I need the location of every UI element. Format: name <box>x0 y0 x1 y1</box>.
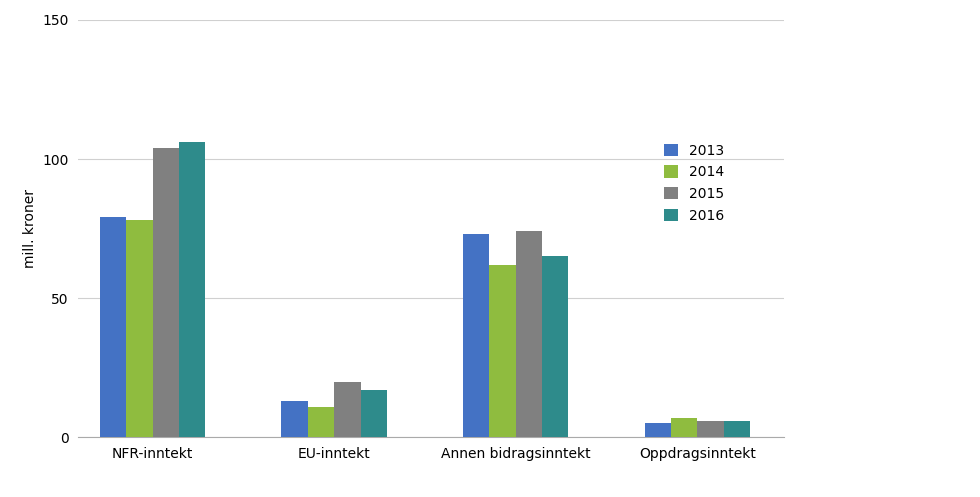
Bar <box>308 407 334 437</box>
Bar <box>464 234 489 437</box>
Bar <box>542 256 568 437</box>
Bar <box>723 420 750 437</box>
Bar <box>281 401 308 437</box>
Bar <box>671 418 698 437</box>
Bar <box>489 265 515 437</box>
Bar <box>645 423 671 437</box>
Bar <box>334 382 361 437</box>
Y-axis label: mill. kroner: mill. kroner <box>23 189 36 268</box>
Bar <box>153 148 179 437</box>
Bar <box>100 218 126 437</box>
Bar <box>126 220 153 437</box>
Bar <box>361 390 387 437</box>
Legend: 2013, 2014, 2015, 2016: 2013, 2014, 2015, 2016 <box>663 144 724 223</box>
Bar <box>515 232 542 437</box>
Bar <box>179 142 205 437</box>
Bar <box>698 420 723 437</box>
